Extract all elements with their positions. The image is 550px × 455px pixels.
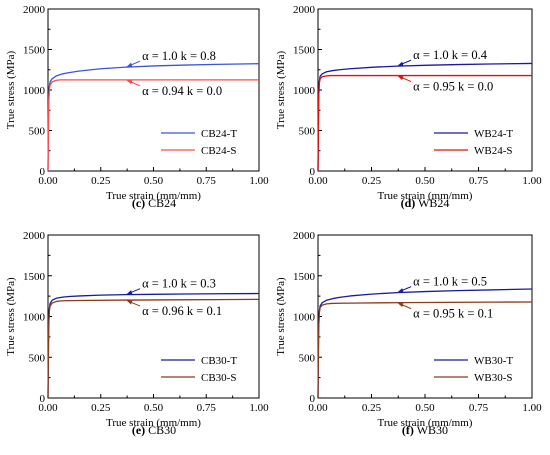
caption-name: WB30 (417, 423, 448, 437)
y-tick-label: 500 (29, 126, 46, 138)
caption-name: WB24 (418, 196, 449, 210)
annotation-text: α = 1.0 k = 0.5 (413, 275, 487, 289)
y-tick-label: 0 (40, 166, 46, 178)
legend-label: WB30-T (474, 355, 513, 367)
y-tick-label: 1000 (23, 312, 46, 324)
x-tick-label: 0.25 (362, 175, 382, 187)
x-tick-label: 0.75 (469, 402, 489, 414)
x-tick-label: 0.75 (469, 175, 489, 187)
y-tick-label: 1000 (293, 85, 316, 97)
y-axis-label: True stress (MPa) (5, 277, 17, 356)
chart-panel-cb24: 0 500 1000 1500 2000 0.00 0.25 0.50 0.75 1.00 True… (5, 4, 269, 210)
x-tick-label: 0.50 (144, 402, 164, 414)
x-tick-label: 0.75 (197, 402, 217, 414)
y-tick-label: 2000 (293, 230, 316, 242)
series-line-wb24-s (317, 74, 532, 172)
x-tick-label: 0.50 (415, 402, 435, 414)
legend-label: WB24-S (474, 145, 513, 157)
panel-caption: (f) WB30 (402, 423, 448, 437)
caption-letter: (d) (401, 196, 416, 210)
legend-label: WB24-T (474, 128, 513, 140)
y-tick-label: 2000 (293, 4, 316, 16)
legend-label: WB30-S (474, 372, 513, 384)
annotation-text: α = 1.0 k = 0.3 (142, 277, 216, 291)
annotation-arrowhead (397, 302, 404, 308)
y-axis-label: True stress (MPa) (275, 277, 287, 356)
annotation-arrowhead (126, 79, 133, 85)
annotation-text: α = 0.96 k = 0.1 (142, 304, 222, 318)
annotation-text: α = 0.95 k = 0.0 (413, 80, 493, 94)
x-axis-label: True strain (mm/mm) (378, 417, 473, 429)
y-tick-label: 0 (310, 166, 316, 178)
series-line-cb30-s (47, 298, 260, 399)
y-axis-label: True stress (MPa) (5, 50, 17, 129)
y-tick-label: 1500 (293, 271, 316, 283)
y-tick-label: 1000 (23, 85, 46, 97)
y-tick-label: 2000 (23, 4, 46, 16)
x-axis-label: True strain (mm/mm) (106, 417, 201, 429)
panel-caption: (d) WB24 (401, 196, 450, 210)
x-tick-label: 0.50 (415, 175, 435, 187)
y-axis-label: True stress (MPa) (275, 50, 287, 129)
y-tick-label: 500 (299, 126, 316, 138)
x-tick-label: 0.00 (38, 402, 58, 414)
chart-panel-wb30: 0 500 1000 1500 2000 0.00 0.25 0.50 0.75 1.00 True… (275, 230, 542, 437)
y-tick-label: 500 (29, 352, 46, 364)
panel-caption: (c) CB24 (132, 196, 176, 210)
x-axis-label: True strain (mm/mm) (378, 190, 473, 202)
x-tick-label: 0.25 (91, 175, 111, 187)
annotation-text: α = 0.94 k = 0.0 (142, 84, 222, 98)
chart-panel-cb30: 0 500 1000 1500 2000 0.00 0.25 0.50 0.75 1.00 True… (5, 230, 269, 437)
y-tick-label: 0 (40, 393, 46, 405)
annotation-arrowhead (397, 61, 404, 67)
x-tick-label: 0.25 (362, 402, 382, 414)
y-tick-label: 1500 (23, 271, 46, 283)
annotation-arrowhead (126, 62, 133, 68)
x-axis-label: True strain (mm/mm) (106, 190, 201, 202)
x-tick-label: 0.75 (197, 175, 217, 187)
annotation-text: α = 1.0 k = 0.8 (142, 49, 216, 63)
series-line-cb24-s (47, 79, 259, 172)
y-tick-label: 500 (299, 352, 316, 364)
series-line-wb30-s (317, 301, 533, 399)
caption-letter: (c) (132, 196, 145, 210)
y-tick-label: 1500 (23, 45, 46, 57)
y-tick-label: 0 (310, 393, 316, 405)
x-tick-label: 0.25 (91, 402, 111, 414)
y-tick-label: 1000 (293, 312, 316, 324)
annotation-arrowhead (126, 300, 133, 305)
annotation-arrowhead (397, 288, 404, 293)
annotation-text: α = 1.0 k = 0.4 (413, 48, 488, 62)
annotation-arrowhead (126, 290, 133, 295)
annotation-text: α = 0.95 k = 0.1 (413, 307, 493, 321)
legend-label: CB30-S (201, 372, 236, 384)
x-tick-label: 1.00 (249, 175, 269, 187)
y-tick-label: 1500 (293, 45, 316, 57)
x-tick-label: 1.00 (522, 175, 542, 187)
x-tick-label: 0.00 (308, 175, 328, 187)
legend-label: CB30-T (201, 355, 237, 367)
y-tick-label: 2000 (23, 230, 46, 242)
legend-label: CB24-T (201, 128, 237, 140)
x-tick-label: 0.00 (38, 175, 58, 187)
x-tick-label: 0.50 (144, 175, 164, 187)
caption-name: CB30 (148, 423, 176, 437)
x-tick-label: 1.00 (249, 402, 269, 414)
chart-panel-wb24: 0 500 1000 1500 2000 0.00 0.25 0.50 0.75 1.00 True… (275, 4, 542, 210)
legend-label: CB24-S (201, 145, 236, 157)
caption-letter: (f) (402, 423, 414, 437)
caption-name: CB24 (148, 196, 176, 210)
panel-caption: (e) CB30 (132, 423, 176, 437)
caption-letter: (e) (132, 423, 145, 437)
annotation-arrowhead (397, 75, 404, 81)
x-tick-label: 1.00 (522, 402, 542, 414)
x-tick-label: 0.00 (308, 402, 328, 414)
